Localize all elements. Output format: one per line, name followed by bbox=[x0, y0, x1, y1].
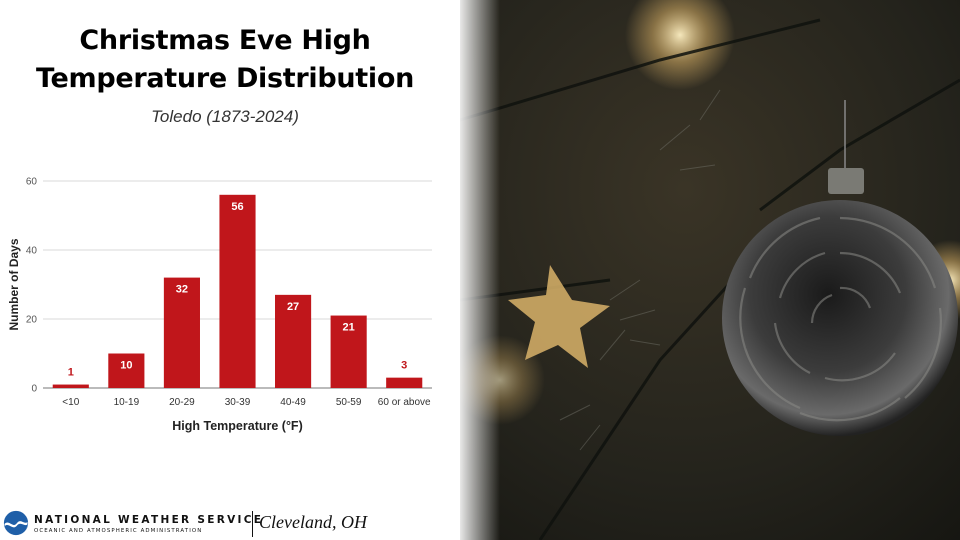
title-line-1: Christmas Eve High bbox=[79, 25, 371, 56]
chart-subtitle: Toledo (1873-2024) bbox=[151, 107, 299, 126]
y-tick-label: 20 bbox=[26, 315, 38, 326]
agency-name: NATIONAL WEATHER SERVICE bbox=[34, 514, 264, 526]
x-tick-label: 60 or above bbox=[378, 397, 431, 408]
x-tick-label: <10 bbox=[62, 397, 79, 408]
agency-subtitle: OCEANIC AND ATMOSPHERIC ADMINISTRATION bbox=[34, 528, 203, 534]
bar-20-29 bbox=[163, 277, 200, 388]
x-tick-label: 40-49 bbox=[280, 397, 306, 408]
noaa-logo-icon bbox=[3, 510, 29, 536]
bar-chart: 0 20 40 60 1 <10 10 10-19 32 20-29 56 30-39 27 40-49 2… bbox=[7, 177, 432, 433]
title-line-2: Temperature Distribution bbox=[35, 63, 415, 94]
y-tick-label: 40 bbox=[26, 246, 38, 257]
y-axis-title: Number of Days bbox=[7, 238, 21, 330]
y-tick-label: 60 bbox=[26, 177, 38, 188]
bar-10-19 bbox=[108, 353, 145, 388]
footer: NATIONAL WEATHER SERVICE OCEANIC AND ATM… bbox=[0, 506, 460, 540]
x-tick-label: 10-19 bbox=[114, 397, 140, 408]
data-label: 56 bbox=[231, 201, 243, 213]
chart-panel: Christmas Eve High Temperature Distribut… bbox=[0, 0, 460, 540]
page-title: Christmas Eve High Temperature Distribut… bbox=[0, 22, 450, 98]
bar-40-49 bbox=[275, 294, 312, 388]
data-label: 32 bbox=[176, 284, 188, 296]
data-label: 21 bbox=[343, 322, 355, 334]
christmas-ornament-photo bbox=[460, 0, 960, 540]
bar-30-39 bbox=[219, 194, 256, 388]
data-label: 10 bbox=[120, 360, 132, 372]
x-axis-title: High Temperature (°F) bbox=[172, 419, 302, 433]
bar-60 or above bbox=[386, 377, 423, 388]
bar-<10 bbox=[52, 384, 89, 388]
office-name: Cleveland, OH bbox=[259, 512, 367, 532]
data-label: 27 bbox=[287, 301, 299, 313]
data-label: 3 bbox=[401, 360, 407, 372]
bar-50-59 bbox=[330, 315, 367, 388]
x-tick-label: 30-39 bbox=[225, 397, 251, 408]
x-tick-label: 50-59 bbox=[336, 397, 362, 408]
data-label: 1 bbox=[68, 367, 74, 379]
x-tick-label: 20-29 bbox=[169, 397, 195, 408]
footer-divider bbox=[252, 511, 253, 537]
y-tick-label: 0 bbox=[31, 384, 37, 395]
